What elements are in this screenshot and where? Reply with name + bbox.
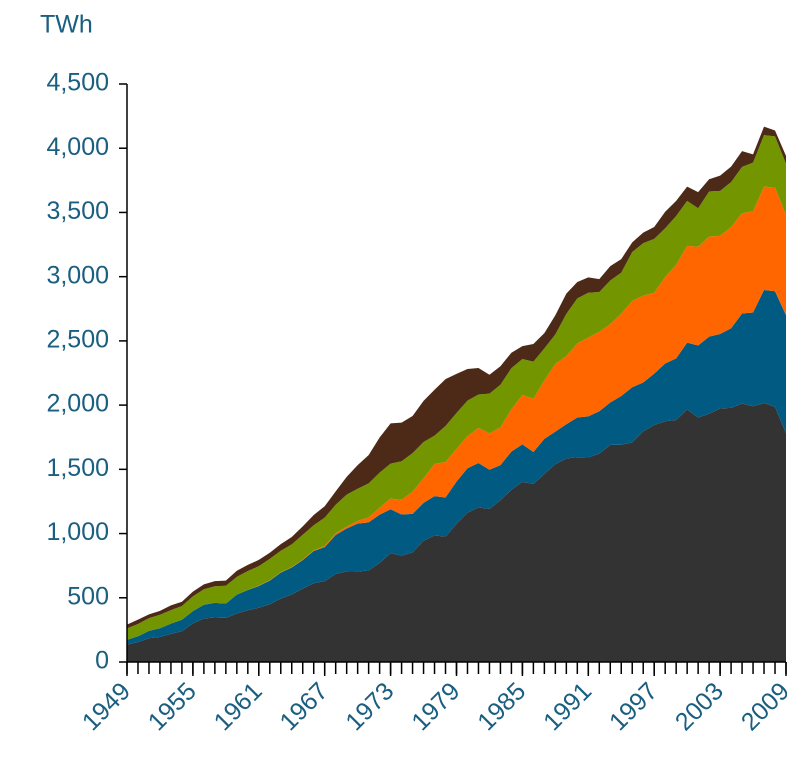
x-tick-label: 1967: [274, 677, 333, 736]
y-tick-label: 1,500: [46, 454, 109, 482]
y-tick-label: 2,000: [46, 390, 109, 418]
x-tick-label: 2003: [670, 677, 729, 736]
x-tick-label: 1961: [209, 677, 268, 736]
y-tick-label: 3,500: [46, 197, 109, 225]
y-tick-label: 500: [67, 582, 109, 610]
x-tick-label: 1949: [77, 677, 136, 736]
x-tick-label: 1979: [406, 677, 465, 736]
y-tick-label: 4,500: [46, 69, 109, 97]
x-tick-label: 1955: [143, 677, 202, 736]
area: [127, 403, 786, 662]
area: [127, 126, 786, 629]
x-tick-label: 1991: [538, 677, 597, 736]
x-tick-label: 1973: [340, 677, 399, 736]
y-tick-label: 4,000: [46, 133, 109, 161]
y-axis-unit: TWh: [40, 11, 93, 39]
y-tick-label: 0: [95, 647, 109, 675]
x-tick-label: 1997: [604, 677, 663, 736]
x-tick-label: 2009: [736, 677, 787, 736]
x-tick-label: 1985: [472, 677, 531, 736]
y-tick-label: 2,500: [46, 325, 109, 353]
y-tick-label: 3,000: [46, 261, 109, 289]
y-tick-label: 1,000: [46, 518, 109, 546]
